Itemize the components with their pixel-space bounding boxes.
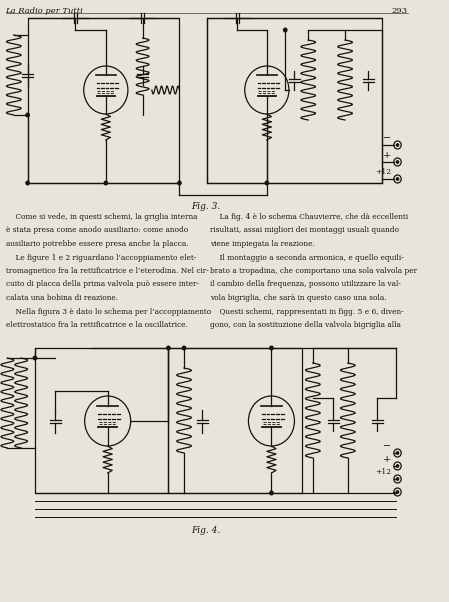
Text: il cambio della frequenza, possono utilizzare la val-: il cambio della frequenza, possono utili… — [210, 281, 401, 288]
Text: Nella figura 3 è dato lo schema per l’accoppiamento: Nella figura 3 è dato lo schema per l’ac… — [5, 308, 211, 315]
Text: −: − — [383, 134, 391, 143]
Text: La fig. 4 è lo schema Chauvierre, che dà eccellenti: La fig. 4 è lo schema Chauvierre, che dà… — [210, 213, 408, 221]
Text: viene impiegata la reazione.: viene impiegata la reazione. — [210, 240, 315, 248]
Bar — [207, 18, 382, 183]
Text: è stata presa come anodo ausiliario: come anodo: è stata presa come anodo ausiliario: com… — [5, 226, 188, 235]
Text: risultati, assai migliori dei montaggi usuali quando: risultati, assai migliori dei montaggi u… — [210, 226, 399, 235]
Text: +12: +12 — [375, 468, 391, 476]
Circle shape — [167, 346, 170, 350]
Circle shape — [396, 491, 399, 493]
Circle shape — [396, 452, 399, 454]
Text: tromagnetico fra la rettificatrice e l’eterodina. Nel cir-: tromagnetico fra la rettificatrice e l’e… — [5, 267, 208, 275]
Bar — [35, 348, 168, 493]
Bar — [27, 18, 180, 183]
Text: elettrostatico fra la rettificatrice e la oscillatrice.: elettrostatico fra la rettificatrice e l… — [5, 321, 187, 329]
Text: calata una bobina di reazione.: calata una bobina di reazione. — [5, 294, 118, 302]
Text: La Radio per Tutti: La Radio per Tutti — [5, 7, 83, 15]
Circle shape — [396, 144, 399, 146]
Circle shape — [26, 181, 29, 185]
Circle shape — [396, 465, 399, 467]
Text: −: − — [383, 441, 391, 450]
Text: ausiliario potrebbe essere presa anche la placca.: ausiliario potrebbe essere presa anche l… — [5, 240, 188, 248]
Circle shape — [182, 346, 186, 350]
Text: Questi schemi, rappresentati in figg. 5 e 6, diven-: Questi schemi, rappresentati in figg. 5 … — [210, 308, 403, 315]
Circle shape — [396, 478, 399, 480]
Circle shape — [396, 161, 399, 163]
Text: gono, con la sostituzione della valvola bigriglia alla: gono, con la sostituzione della valvola … — [210, 321, 401, 329]
Text: +: + — [383, 150, 391, 160]
Circle shape — [33, 356, 37, 360]
Circle shape — [104, 181, 107, 185]
Circle shape — [396, 178, 399, 180]
Text: 293: 293 — [392, 7, 408, 15]
Text: brato a tropadina, che comportano una sola valvola per: brato a tropadina, che comportano una so… — [210, 267, 417, 275]
Text: +: + — [383, 455, 391, 464]
Text: Il montaggio a seconda armonica, e quello equili-: Il montaggio a seconda armonica, e quell… — [210, 253, 403, 261]
Text: Le figure 1 e 2 riguardano l’accoppiamento elet-: Le figure 1 e 2 riguardano l’accoppiamen… — [5, 253, 196, 261]
Text: +12: +12 — [375, 168, 391, 176]
Text: Fig. 3.: Fig. 3. — [191, 202, 221, 211]
Circle shape — [270, 346, 273, 350]
Text: cuito di placca della prima valvola può essere inter-: cuito di placca della prima valvola può … — [5, 281, 198, 288]
Text: Come si vede, in questi schemi, la griglia interna: Come si vede, in questi schemi, la grigl… — [5, 213, 197, 221]
Circle shape — [265, 181, 269, 185]
Circle shape — [178, 181, 181, 185]
Circle shape — [270, 491, 273, 495]
Text: vola bigriglia, che sarà in questo caso una sola.: vola bigriglia, che sarà in questo caso … — [210, 294, 387, 302]
Circle shape — [26, 113, 29, 117]
Bar — [168, 348, 302, 493]
Circle shape — [284, 28, 287, 32]
Text: Fig. 4.: Fig. 4. — [191, 526, 221, 535]
